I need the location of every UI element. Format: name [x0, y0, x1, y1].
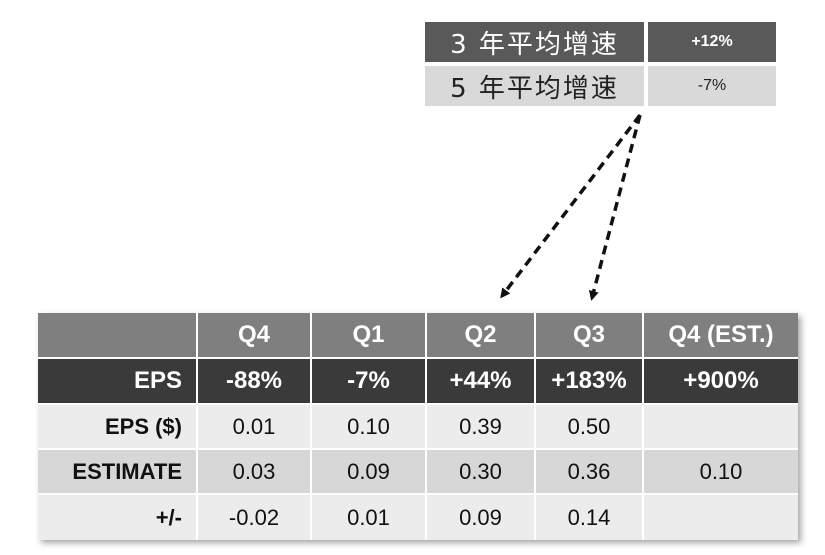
header-corner: [38, 313, 196, 357]
arrow-to-q2: [500, 113, 642, 299]
table-cell: +900%: [644, 359, 798, 403]
table-cell: 0.03: [198, 450, 310, 493]
arrow-to-q3: [588, 114, 642, 301]
column-header: Q3: [536, 313, 642, 357]
table-cell: 0.09: [312, 450, 425, 493]
table-cell: [644, 495, 798, 540]
table-cell: [644, 405, 798, 448]
table-cell: -88%: [198, 359, 310, 403]
table-cell: 0.14: [536, 495, 642, 540]
row-label-estimate: ESTIMATE: [38, 450, 196, 493]
column-header: Q1: [312, 313, 425, 357]
table-cell: 0.01: [198, 405, 310, 448]
table-cell: 0.50: [536, 405, 642, 448]
table-cell: 0.10: [644, 450, 798, 493]
column-header: Q4 (EST.): [644, 313, 798, 357]
growth-value-3yr: +12%: [648, 22, 776, 62]
table-cell: 0.01: [312, 495, 425, 540]
row-label-eps: EPS: [38, 359, 196, 403]
table-cell: -7%: [312, 359, 425, 403]
row-label-diff: +/-: [38, 495, 196, 540]
table-cell: 0.30: [427, 450, 534, 493]
table-cell: +44%: [427, 359, 534, 403]
table-cell: 0.10: [312, 405, 425, 448]
table-cell: -0.02: [198, 495, 310, 540]
table-cell: 0.36: [536, 450, 642, 493]
row-label-eps-dollar: EPS ($): [38, 405, 196, 448]
growth-label-5yr: 5 年平均增速: [425, 66, 644, 106]
growth-label-3yr: 3 年平均增速: [425, 22, 644, 62]
growth-value-5yr: -7%: [648, 66, 776, 106]
column-header: Q4: [198, 313, 310, 357]
table-cell: 0.09: [427, 495, 534, 540]
table-cell: +183%: [536, 359, 642, 403]
table-cell: 0.39: [427, 405, 534, 448]
column-header: Q2: [427, 313, 534, 357]
